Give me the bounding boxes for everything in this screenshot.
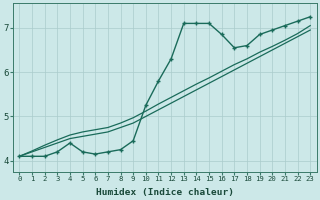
X-axis label: Humidex (Indice chaleur): Humidex (Indice chaleur) — [96, 188, 234, 197]
